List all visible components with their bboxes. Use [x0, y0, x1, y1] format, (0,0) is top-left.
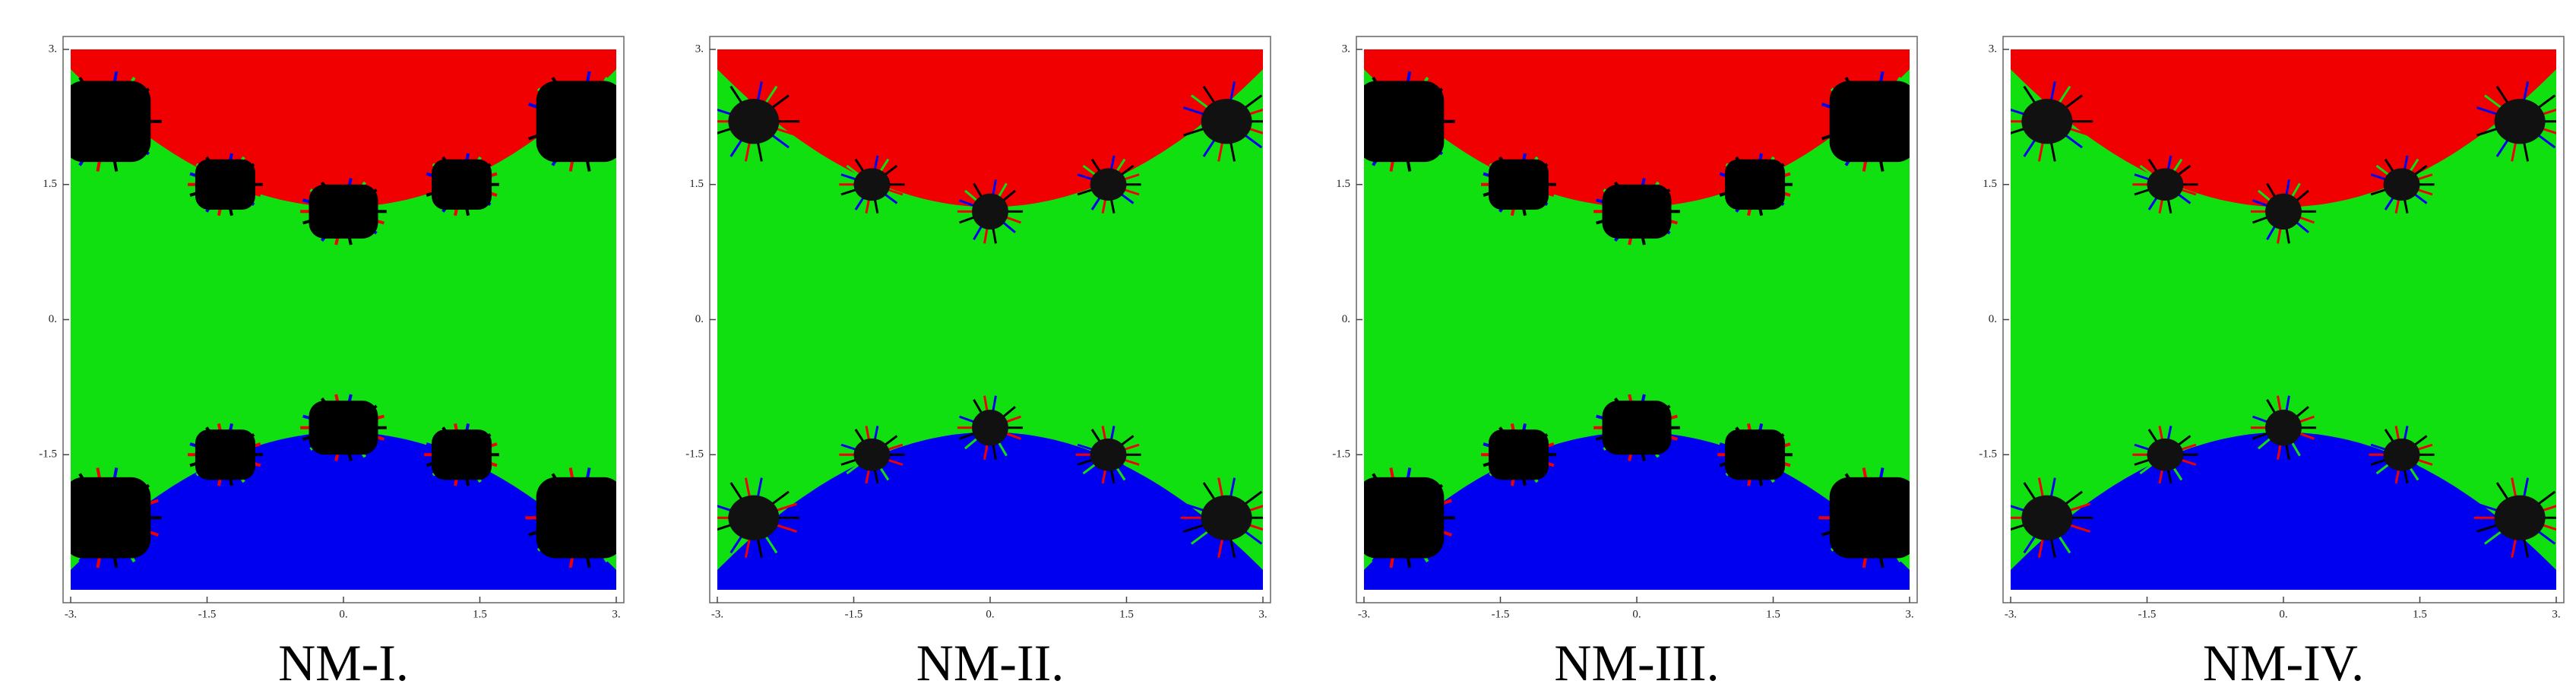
x-tick-label: 1.5	[1766, 608, 1780, 620]
y-tick-label: 0.	[1989, 313, 1997, 325]
black-region	[536, 477, 616, 559]
x-tick-label: 3.	[1258, 608, 1267, 620]
black-region	[1725, 429, 1786, 480]
y-tick-label: -1.5	[685, 448, 704, 461]
x-tick-label: 3.	[612, 608, 620, 620]
x-tick-label: 0.	[2279, 608, 2287, 620]
panel: -3. -1.5 0. 1.5 3. 3. 1.5 0. -1.5 NM-IV.	[1979, 36, 2565, 692]
black-region	[2265, 193, 2302, 230]
x-tick-label: 0.	[986, 608, 994, 620]
y-tick-label: -1.5	[39, 448, 57, 461]
panel: -3. -1.5 0. 1.5 3. 3. 1.5 0. -1.5 NM-III.	[1332, 36, 1918, 692]
black-region	[1364, 81, 1445, 163]
black-region	[728, 495, 780, 540]
black-region	[1725, 159, 1786, 210]
basin-plot	[2011, 49, 2556, 590]
black-region	[1829, 81, 1910, 163]
black-region	[853, 438, 891, 471]
black-region	[972, 410, 1008, 446]
red-basin	[717, 49, 1263, 207]
black-region	[2494, 495, 2546, 540]
x-tick-label: 1.5	[2413, 608, 2427, 620]
black-region	[195, 159, 255, 210]
y-tick-label: -1.5	[1979, 448, 1997, 461]
x-tick-label: 0.	[339, 608, 347, 620]
black-region	[1364, 477, 1445, 559]
x-tick-label: -1.5	[845, 608, 863, 620]
black-region	[1829, 477, 1910, 559]
blue-basin	[717, 432, 1263, 590]
black-region	[2265, 410, 2302, 446]
x-tick-label: -3.	[1358, 608, 1370, 620]
black-region	[1602, 401, 1672, 455]
y-tick-label: 0.	[695, 313, 704, 325]
x-tick-label: -3.	[2005, 608, 2017, 620]
black-region	[1090, 168, 1127, 201]
x-tick-label: -1.5	[198, 608, 217, 620]
black-region	[1201, 495, 1252, 540]
black-region	[432, 429, 492, 480]
red-basin	[2011, 49, 2556, 207]
black-region	[2494, 99, 2546, 144]
black-region	[1488, 159, 1549, 210]
black-region	[853, 168, 891, 201]
panel-caption: NM-I.	[278, 634, 409, 692]
black-region	[2383, 438, 2420, 471]
panel-caption: NM-IV.	[2203, 634, 2364, 692]
x-tick-label: 3.	[2552, 608, 2560, 620]
y-tick-label: -1.5	[1332, 448, 1350, 461]
black-region	[309, 401, 378, 455]
basin-plot	[1364, 49, 1910, 590]
y-tick-label: 3.	[49, 43, 57, 55]
y-tick-label: 3.	[1342, 43, 1350, 55]
blue-basin	[2011, 432, 2556, 590]
black-region	[2021, 495, 2073, 540]
x-tick-label: 1.5	[1119, 608, 1134, 620]
x-tick-label: -3.	[711, 608, 723, 620]
black-region	[432, 159, 492, 210]
x-tick-label: -1.5	[1492, 608, 1510, 620]
x-tick-label: 3.	[1905, 608, 1913, 620]
y-tick-label: 1.5	[1336, 178, 1350, 190]
black-region	[195, 429, 255, 480]
y-tick-label: 1.5	[689, 178, 704, 190]
y-tick-label: 0.	[49, 313, 57, 325]
x-tick-label: -1.5	[2138, 608, 2157, 620]
black-region	[2147, 168, 2184, 201]
y-tick-label: 3.	[695, 43, 704, 55]
black-region	[2383, 168, 2420, 201]
black-region	[2147, 438, 2184, 471]
y-tick-label: 1.5	[43, 178, 57, 190]
black-region	[71, 81, 151, 163]
panel: -3. -1.5 0. 1.5 3. 3. 1.5 0. -1.5 NM-I.	[39, 36, 625, 692]
basin-plot	[71, 49, 616, 590]
black-region	[536, 81, 616, 163]
black-region	[71, 477, 151, 559]
black-region	[972, 193, 1008, 230]
black-region	[2021, 99, 2073, 144]
y-tick-label: 3.	[1989, 43, 1997, 55]
panel-caption: NM-II.	[916, 634, 1065, 692]
x-tick-label: 0.	[1632, 608, 1641, 620]
black-region	[309, 184, 378, 239]
black-region	[1602, 184, 1672, 239]
basin-plot	[717, 49, 1263, 590]
black-region	[1090, 438, 1127, 471]
x-tick-label: -3.	[65, 608, 77, 620]
x-tick-label: 1.5	[473, 608, 487, 620]
panel: -3. -1.5 0. 1.5 3. 3. 1.5 0. -1.5 NM-II.	[685, 36, 1271, 692]
black-region	[1488, 429, 1549, 480]
panel-caption: NM-III.	[1554, 634, 1719, 692]
black-region	[1201, 99, 1252, 144]
y-tick-label: 0.	[1342, 313, 1350, 325]
y-tick-label: 1.5	[1983, 178, 1997, 190]
black-region	[728, 99, 780, 144]
